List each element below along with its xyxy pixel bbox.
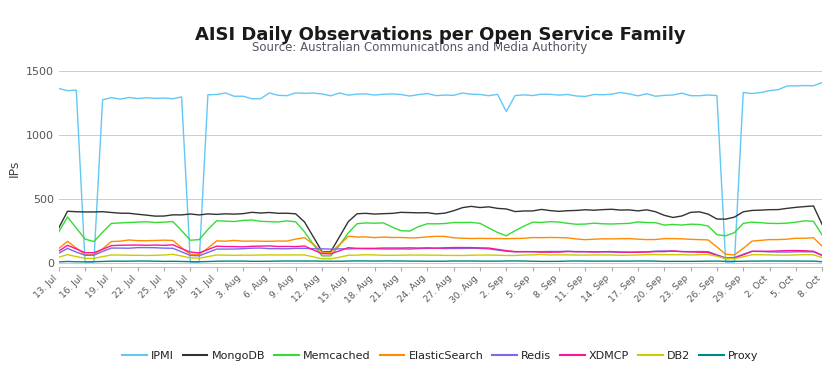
Proxy bbox=[352, 259, 362, 263]
IPMI bbox=[510, 93, 520, 98]
IPMI bbox=[71, 88, 81, 93]
XDMCP bbox=[71, 247, 81, 251]
DB2 bbox=[449, 253, 459, 258]
Line: Proxy: Proxy bbox=[59, 261, 822, 262]
IPMI bbox=[54, 86, 64, 91]
DB2 bbox=[668, 252, 678, 257]
IPMI bbox=[282, 93, 292, 98]
Redis bbox=[273, 246, 283, 251]
Memcached bbox=[519, 224, 529, 229]
DB2 bbox=[282, 252, 292, 257]
ElasticSearch bbox=[510, 236, 520, 241]
Proxy bbox=[510, 259, 520, 263]
IPMI bbox=[817, 80, 827, 85]
Memcached bbox=[817, 233, 827, 238]
MongoDB bbox=[264, 210, 274, 215]
Redis bbox=[54, 251, 64, 256]
Memcached bbox=[273, 220, 283, 224]
Line: MongoDB: MongoDB bbox=[59, 206, 822, 252]
Redis bbox=[71, 250, 81, 254]
Redis bbox=[721, 256, 731, 260]
Redis bbox=[282, 247, 292, 251]
Redis bbox=[817, 253, 827, 258]
Y-axis label: IPs: IPs bbox=[8, 160, 20, 177]
ElasticSearch bbox=[343, 234, 353, 239]
MongoDB bbox=[54, 226, 64, 230]
MongoDB bbox=[809, 203, 819, 208]
IPMI bbox=[80, 260, 90, 265]
MongoDB bbox=[273, 211, 283, 216]
Proxy bbox=[817, 260, 827, 264]
Line: XDMCP: XDMCP bbox=[59, 245, 822, 259]
XDMCP bbox=[721, 256, 731, 261]
Proxy bbox=[264, 259, 274, 263]
ElasticSearch bbox=[273, 239, 283, 243]
XDMCP bbox=[273, 244, 283, 249]
ElasticSearch bbox=[440, 234, 450, 239]
ElasticSearch bbox=[54, 246, 64, 251]
ElasticSearch bbox=[71, 246, 81, 250]
ElasticSearch bbox=[659, 236, 670, 241]
Text: Source: Australian Communications and Media Authority: Source: Australian Communications and Me… bbox=[252, 41, 587, 54]
Memcached bbox=[54, 230, 64, 234]
MongoDB bbox=[317, 249, 327, 254]
Redis bbox=[659, 249, 670, 253]
DB2 bbox=[273, 252, 283, 257]
MongoDB bbox=[71, 209, 81, 214]
ElasticSearch bbox=[817, 244, 827, 249]
Redis bbox=[133, 245, 143, 250]
Proxy bbox=[440, 259, 450, 263]
DB2 bbox=[519, 253, 529, 258]
MongoDB bbox=[659, 213, 670, 218]
DB2 bbox=[326, 256, 336, 261]
Proxy bbox=[273, 259, 283, 263]
Title: AISI Daily Observations per Open Service Family: AISI Daily Observations per Open Service… bbox=[195, 26, 685, 44]
MongoDB bbox=[440, 211, 450, 216]
Memcached bbox=[449, 220, 459, 225]
Memcached bbox=[62, 214, 72, 219]
Proxy bbox=[774, 259, 784, 263]
XDMCP bbox=[168, 243, 178, 247]
Line: ElasticSearch: ElasticSearch bbox=[59, 236, 822, 255]
Memcached bbox=[668, 222, 678, 227]
MongoDB bbox=[817, 222, 827, 227]
XDMCP bbox=[659, 249, 670, 254]
IPMI bbox=[273, 93, 283, 98]
Redis bbox=[510, 249, 520, 254]
XDMCP bbox=[54, 249, 64, 254]
Line: DB2: DB2 bbox=[59, 254, 822, 259]
IPMI bbox=[774, 87, 784, 92]
Line: IPMI: IPMI bbox=[59, 82, 822, 262]
Memcached bbox=[282, 218, 292, 223]
XDMCP bbox=[440, 245, 450, 250]
IPMI bbox=[440, 93, 450, 97]
DB2 bbox=[168, 252, 178, 257]
Line: Memcached: Memcached bbox=[59, 217, 822, 256]
Line: Redis: Redis bbox=[59, 248, 822, 258]
Memcached bbox=[317, 254, 327, 258]
Proxy bbox=[71, 260, 81, 264]
XDMCP bbox=[817, 253, 827, 258]
DB2 bbox=[54, 255, 64, 260]
MongoDB bbox=[510, 209, 520, 214]
ElasticSearch bbox=[729, 252, 739, 257]
DB2 bbox=[71, 254, 81, 259]
DB2 bbox=[817, 255, 827, 260]
XDMCP bbox=[510, 249, 520, 254]
Memcached bbox=[80, 237, 90, 241]
XDMCP bbox=[282, 244, 292, 249]
Legend: IPMI, MongoDB, Memcached, ElasticSearch, Redis, XDMCP, DB2, Proxy: IPMI, MongoDB, Memcached, ElasticSearch,… bbox=[117, 347, 763, 365]
Redis bbox=[440, 246, 450, 251]
Proxy bbox=[54, 260, 64, 264]
ElasticSearch bbox=[264, 239, 274, 244]
